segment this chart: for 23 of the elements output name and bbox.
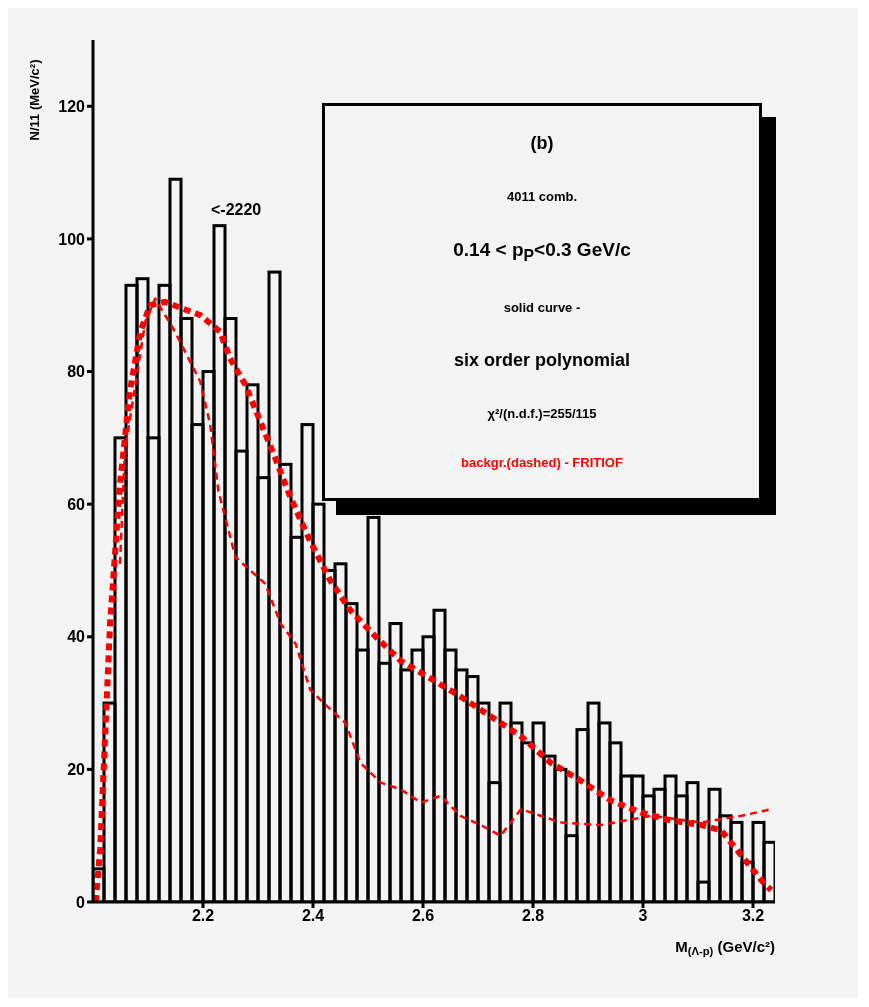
x-tick-label: 2.2 bbox=[191, 907, 215, 925]
x-tick-label: 2.8 bbox=[521, 907, 545, 925]
x-tick-label: 2.4 bbox=[301, 907, 325, 925]
x-tick-label: 2.6 bbox=[411, 907, 435, 925]
y-tick-label: 0 bbox=[76, 893, 86, 911]
annotation: 4011 comb. bbox=[506, 189, 578, 205]
annotation: six order polynomial bbox=[453, 349, 631, 371]
annotation: backgr.(dashed) - FRITIOF bbox=[461, 455, 623, 471]
x-tick-label: 3.2 bbox=[741, 907, 765, 925]
y-tick-label: 60 bbox=[67, 495, 86, 513]
y-tick-label: 100 bbox=[58, 230, 86, 248]
y-tick-label: 20 bbox=[67, 761, 86, 779]
y-tick-label: 120 bbox=[58, 97, 86, 115]
x-axis-title: M$_{(Λ-p)}$ (GeV/c²) bbox=[675, 938, 775, 958]
annotation: χ²/(n.d.f.)=255/115 bbox=[487, 405, 597, 421]
y-tick-label: 80 bbox=[67, 363, 86, 381]
x-tick-label: 3 bbox=[638, 907, 648, 925]
y-axis-title: N/11 (MeV/c²) bbox=[27, 59, 42, 141]
annotation: (b) bbox=[530, 133, 554, 155]
y-tick-label: 40 bbox=[67, 628, 86, 646]
annotation: solid curve - bbox=[503, 299, 581, 315]
annotation: <-2220 bbox=[211, 201, 262, 218]
annotation: 0.14 < p$_{P}$<0.3 GeV/c bbox=[453, 239, 631, 265]
